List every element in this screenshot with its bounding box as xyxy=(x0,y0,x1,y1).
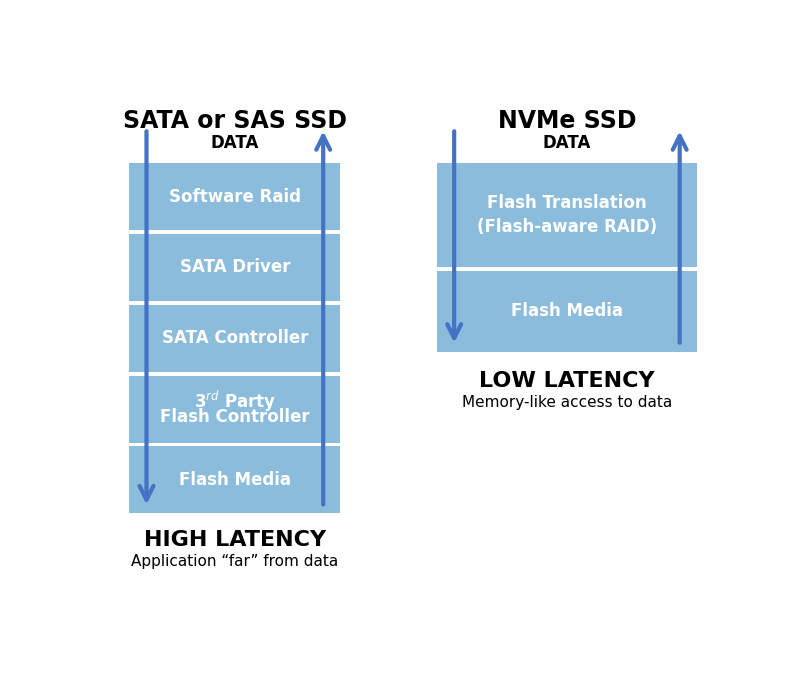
Text: SATA Controller: SATA Controller xyxy=(162,329,308,347)
Bar xyxy=(130,234,340,301)
Text: Software Raid: Software Raid xyxy=(169,188,301,206)
Text: DATA: DATA xyxy=(210,134,259,151)
Text: 3$^{rd}$ Party: 3$^{rd}$ Party xyxy=(194,389,276,414)
Bar xyxy=(130,163,340,230)
Text: Flash Media: Flash Media xyxy=(179,471,291,489)
Text: Flash Controller: Flash Controller xyxy=(160,408,310,426)
Text: Flash Media: Flash Media xyxy=(511,302,623,320)
Text: SATA Driver: SATA Driver xyxy=(179,258,290,276)
Text: LOW LATENCY: LOW LATENCY xyxy=(479,371,654,391)
Text: SATA or SAS SSD: SATA or SAS SSD xyxy=(123,109,347,133)
Text: DATA: DATA xyxy=(542,134,591,151)
Text: Flash Translation
(Flash-aware RAID): Flash Translation (Flash-aware RAID) xyxy=(477,194,657,236)
Bar xyxy=(437,271,697,352)
Bar xyxy=(130,376,340,443)
Bar xyxy=(130,305,340,372)
Text: Application “far” from data: Application “far” from data xyxy=(131,554,338,570)
Text: HIGH LATENCY: HIGH LATENCY xyxy=(144,530,326,550)
Bar xyxy=(437,163,697,267)
Bar xyxy=(130,447,340,514)
Text: Memory-like access to data: Memory-like access to data xyxy=(462,395,672,410)
Text: NVMe SSD: NVMe SSD xyxy=(498,109,636,133)
